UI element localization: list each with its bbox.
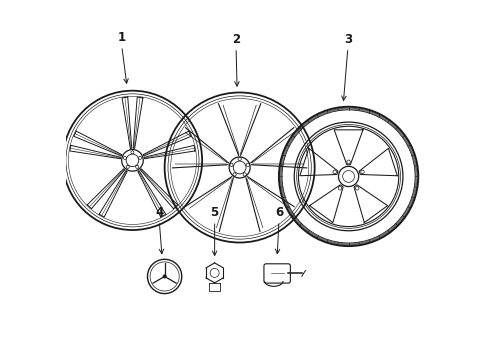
Text: 4: 4 (155, 206, 163, 219)
Text: 1: 1 (118, 31, 126, 44)
Text: 5: 5 (211, 206, 219, 219)
Text: 3: 3 (344, 33, 352, 46)
Circle shape (163, 275, 166, 278)
Text: 2: 2 (232, 33, 240, 46)
Text: 6: 6 (275, 206, 283, 219)
